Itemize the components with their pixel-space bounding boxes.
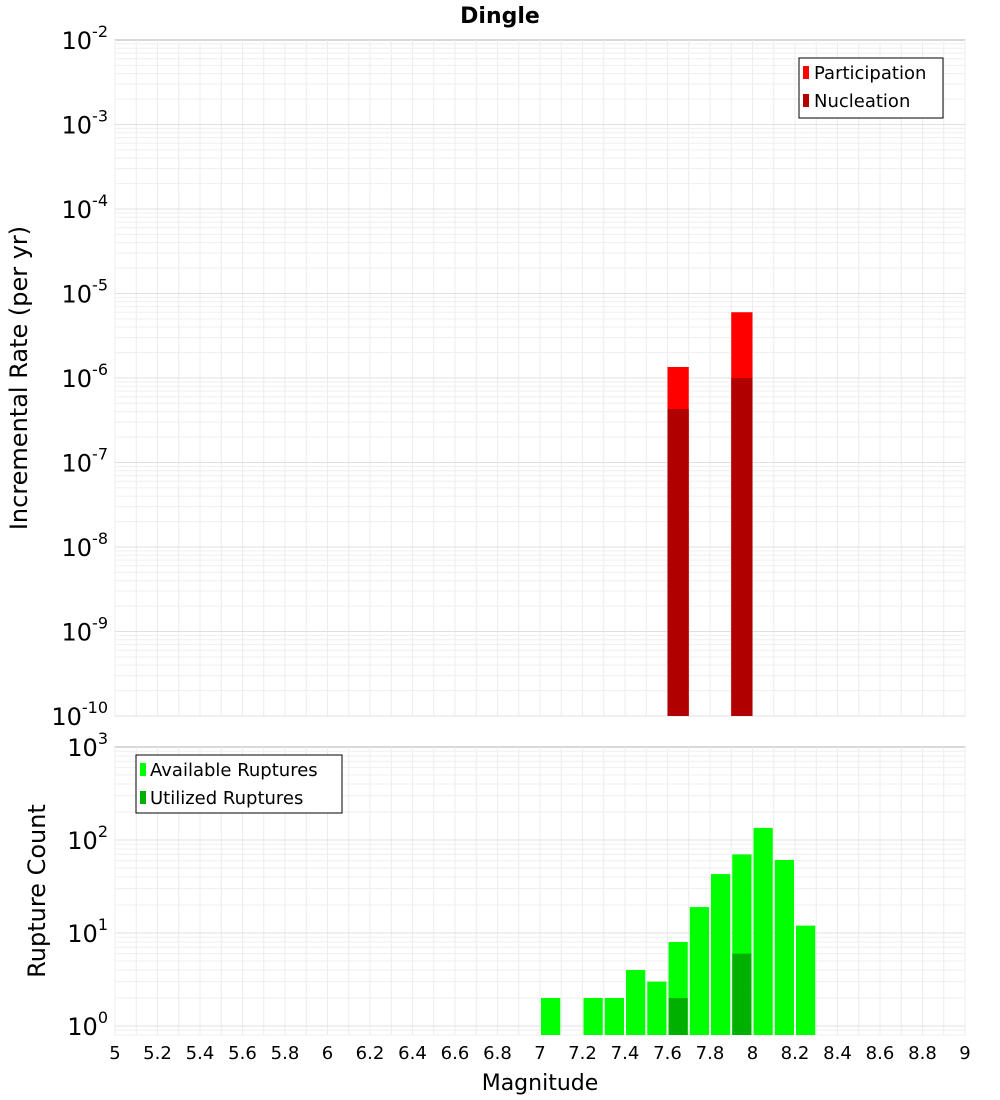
x-tick-label: 8.6 (866, 1043, 895, 1064)
top-grid (114, 40, 966, 717)
available-ruptures-bar (626, 969, 646, 1035)
top-bars (667, 312, 753, 716)
nucleation-bar (667, 408, 689, 716)
x-tick-label: 5.4 (186, 1043, 215, 1064)
available-ruptures-bar (583, 997, 603, 1035)
x-tick-label: 6.2 (356, 1043, 385, 1064)
y-tick-label: 10-7 (62, 445, 109, 478)
y-tick-label: 10-2 (62, 22, 109, 55)
available-ruptures-bar (541, 997, 561, 1035)
x-tick-label: 9 (959, 1043, 970, 1064)
available-ruptures-bar (604, 997, 624, 1035)
bottom-y-tick-labels: 103 102 101 100 (67, 729, 108, 1041)
y-tick-label: 10-3 (62, 107, 109, 140)
available-ruptures-bar (774, 859, 794, 1035)
x-tick-label: 7.6 (653, 1043, 682, 1064)
legend-label: Available Ruptures (150, 760, 318, 781)
y-tick-label: 103 (67, 729, 108, 762)
x-tick-label: 8.4 (823, 1043, 852, 1064)
y-tick-label: 102 (67, 822, 108, 855)
x-tick-label: 5.8 (271, 1043, 300, 1064)
available-ruptures-bar (647, 981, 667, 1035)
chart-title: Dingle (460, 4, 540, 29)
available-ruptures-bar (753, 827, 773, 1035)
top-y-tick-labels: 10-2 10-3 10-4 10-5 10-6 10-7 10-8 10-9 10-10 (51, 22, 108, 731)
top-y-axis-label: Incremental Rate (per yr) (5, 226, 33, 530)
legend-label: Utilized Ruptures (150, 788, 303, 809)
bottom-legend: Available Ruptures Utilized Ruptures (135, 754, 343, 814)
y-tick-label: 101 (67, 915, 108, 948)
x-axis-label: Magnitude (482, 1071, 599, 1096)
legend-box (135, 754, 343, 814)
available-ruptures-bar (796, 925, 816, 1035)
legend-swatch (803, 66, 809, 79)
x-tick-label: 5.6 (228, 1043, 257, 1064)
y-tick-label: 10-5 (62, 276, 109, 309)
x-tick-label: 5 (109, 1043, 120, 1064)
x-tick-label: 7.8 (696, 1043, 725, 1064)
x-tick-label: 6.6 (441, 1043, 470, 1064)
x-tick-label: 6 (322, 1043, 333, 1064)
top-legend: Participation Nucleation (798, 57, 944, 119)
available-ruptures-bar (689, 907, 709, 1035)
legend-label: Participation (814, 63, 926, 84)
legend-swatch (140, 763, 146, 776)
y-tick-label: 10-4 (62, 191, 109, 224)
x-tick-label: 8.8 (908, 1043, 937, 1064)
y-tick-label: 10-8 (62, 529, 109, 562)
y-tick-label: 100 (67, 1008, 108, 1041)
rupture-count-panel: 103 102 101 100 Rupture Count Available Rup… (23, 729, 971, 1096)
x-tick-label: 7.4 (611, 1043, 640, 1064)
bottom-y-axis-label: Rupture Count (23, 804, 51, 978)
legend-swatch (803, 94, 809, 107)
x-tick-label: 6.8 (483, 1043, 512, 1064)
utilized-ruptures-bar (668, 997, 688, 1035)
y-tick-label: 10-10 (51, 698, 108, 731)
y-tick-label: 10-6 (62, 360, 109, 393)
legend-label: Nucleation (814, 91, 910, 112)
x-tick-label: 5.2 (143, 1043, 172, 1064)
incremental-rate-panel: 10-2 10-3 10-4 10-5 10-6 10-7 10-8 10-9 10-10 In… (5, 22, 966, 731)
x-tick-label: 8 (747, 1043, 758, 1064)
x-tick-labels: 5 5.2 5.4 5.6 5.8 6 6.2 6.4 6.6 6.8 7 7.2 7.4 7.6 7.8 8… (109, 1043, 970, 1064)
legend-swatch (140, 791, 146, 804)
nucleation-bar (731, 378, 753, 716)
legend-box (798, 57, 944, 119)
x-tick-label: 6.4 (398, 1043, 427, 1064)
x-tick-label: 8.2 (781, 1043, 810, 1064)
x-tick-label: 7 (534, 1043, 545, 1064)
x-tick-label: 7.2 (568, 1043, 597, 1064)
y-tick-label: 10-9 (62, 614, 109, 647)
utilized-ruptures-bar (732, 953, 752, 1035)
available-ruptures-bar (711, 874, 731, 1035)
bottom-bars (541, 827, 816, 1035)
